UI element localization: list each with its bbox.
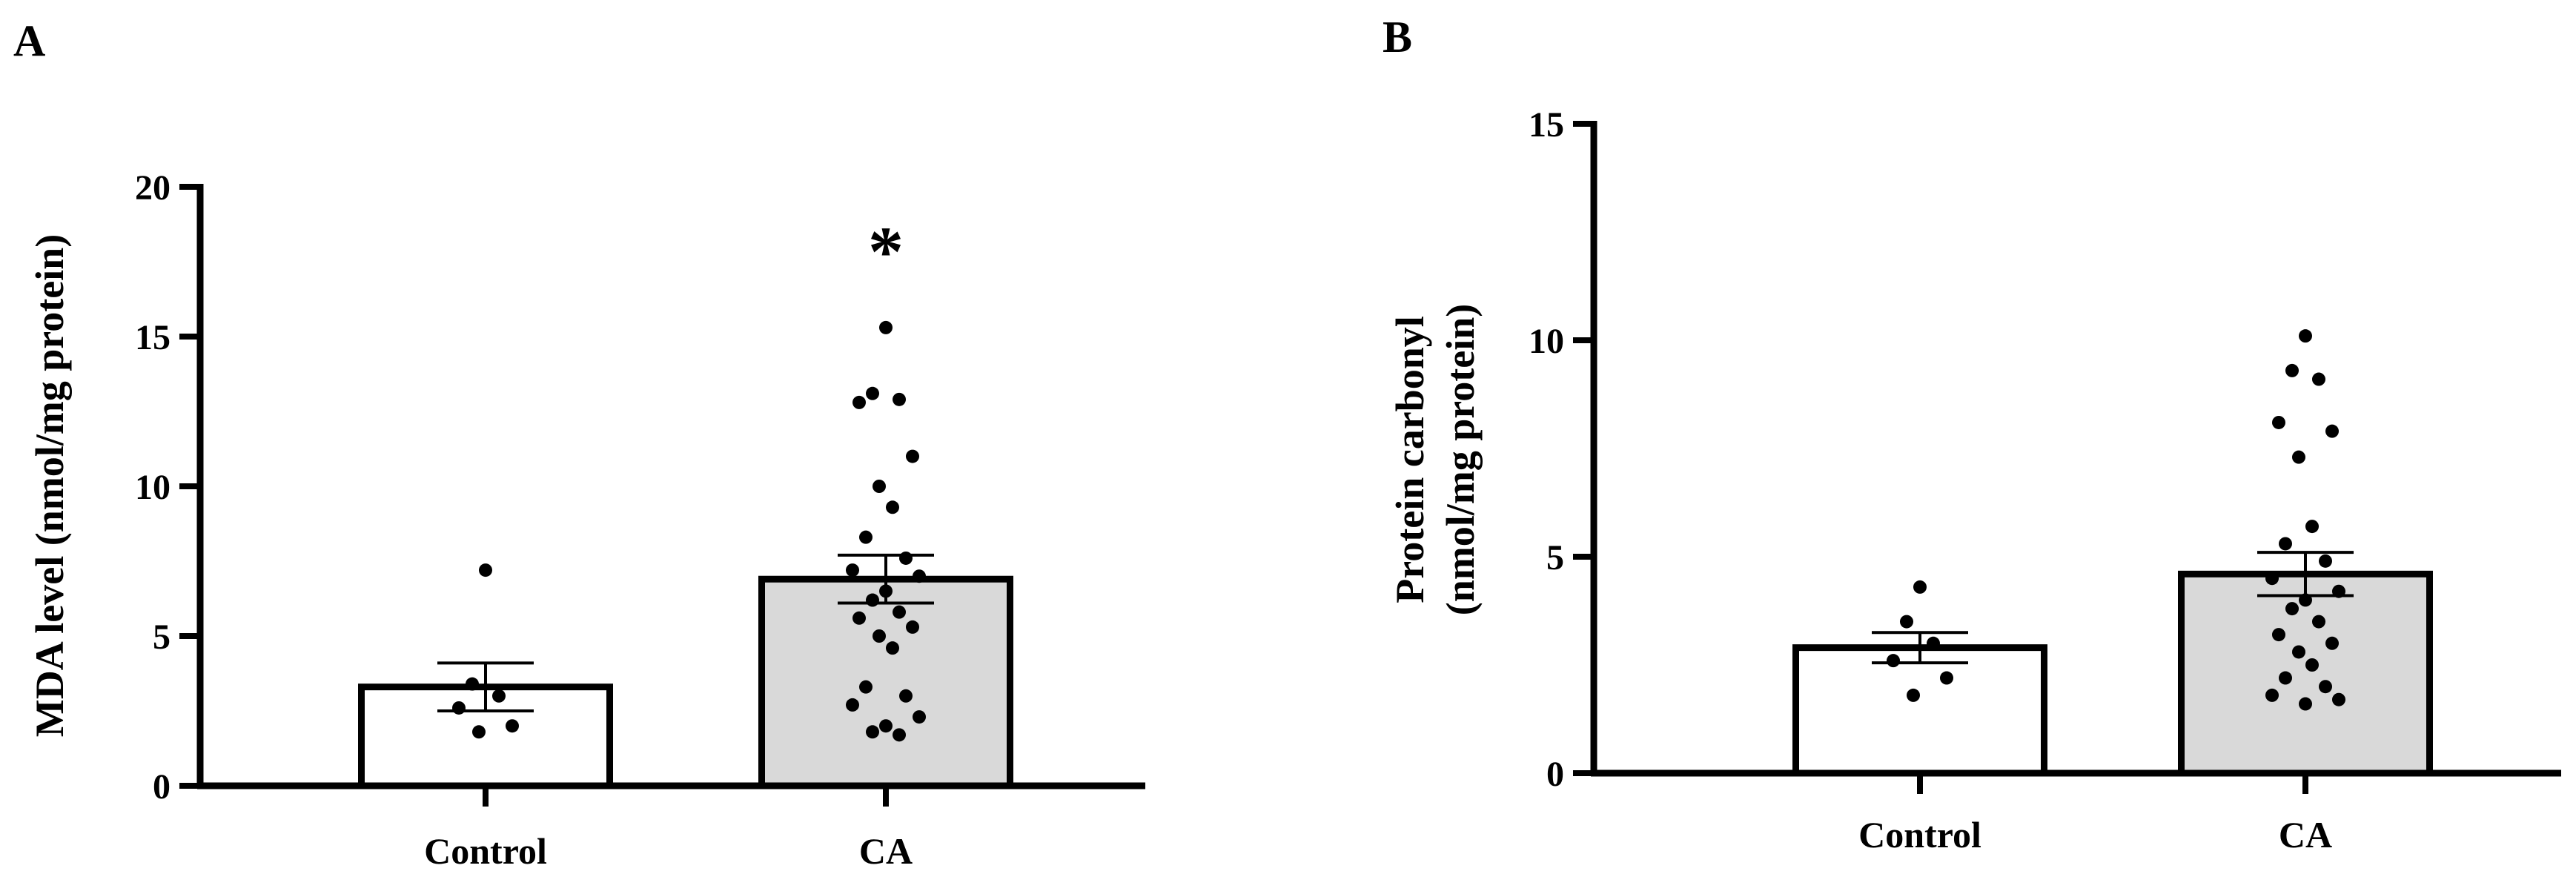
panel-a-point-ca: [879, 320, 893, 334]
panel-a-point-ca: [906, 620, 919, 634]
panel-b-point-ca: [2319, 680, 2332, 694]
panel-a-point-ca: [913, 569, 926, 583]
panel-a-x-tick-label-ca: CA: [859, 830, 913, 872]
panel-a-y-tick-label: 15: [135, 318, 170, 357]
panel-b-point-ca: [2292, 645, 2305, 659]
panel-a-point-ca: [913, 710, 926, 724]
panel-b-point-ca: [2325, 636, 2339, 650]
panel-b-point-ca: [2305, 520, 2319, 534]
panel-b-point-ca: [2312, 615, 2325, 629]
panel-b-point-ca: [2299, 329, 2312, 343]
panel-b-point-ca: [2299, 697, 2312, 711]
panel-b-point-ca: [2292, 450, 2305, 464]
panel-a-point-ca: [899, 689, 913, 703]
panel-b-point-ca: [2279, 671, 2292, 685]
panel-a-point-ca: [846, 563, 859, 577]
panel-b-point-ca: [2312, 372, 2325, 386]
panel-b-bar-control: [1792, 644, 2047, 777]
panel-b-point-ca: [2285, 602, 2299, 616]
panel-b-point-control: [1940, 671, 1953, 685]
panel-a-point-ca: [886, 641, 899, 655]
panel-b-point-control: [1887, 654, 1900, 668]
panel-a-point-ca: [852, 611, 866, 625]
panel-a-point-ca: [866, 386, 879, 400]
panel-a-y-axis-title: MDA level (nmol/mg protein): [27, 234, 72, 737]
panel-a-point-ca: [866, 725, 879, 739]
panel-a-y-tick-label: 0: [153, 767, 170, 807]
panel-a-letter: A: [13, 16, 45, 65]
panel-a-point-control: [479, 563, 492, 577]
panel-b-point-ca: [2279, 537, 2292, 551]
panel-a-point-ca: [873, 480, 886, 493]
panel-b-point-ca: [2265, 688, 2279, 702]
panel-b-point-ca: [2272, 415, 2285, 429]
panel-b-point-ca: [2265, 572, 2279, 586]
panel-a-point-ca: [879, 719, 893, 733]
panel-b-x-tick-label-control: Control: [1858, 814, 1981, 855]
panel-a-point-ca: [846, 698, 859, 712]
panel-a-point-control: [466, 677, 479, 691]
panel-b-y-axis-title-line-1: Protein carbonyl: [1388, 316, 1432, 603]
panel-a-point-control: [506, 719, 519, 733]
panel-b-point-control: [1907, 688, 1920, 702]
panel-a-y-tick-label: 5: [153, 618, 170, 657]
chart-panel-b: 0 5 10 15 Control CA Protein carbonyl (nmol/mg …: [1388, 105, 2561, 855]
panel-b-point-ca: [2319, 554, 2332, 568]
panel-b-point-control: [1927, 636, 1940, 650]
panel-b-y-tick-label: 15: [1529, 105, 1564, 145]
panel-b-point-control: [1900, 615, 1913, 629]
panel-a-point-ca: [873, 629, 886, 643]
panel-a-x-tick-label-control: Control: [424, 830, 547, 872]
panel-b-point-ca: [2332, 692, 2345, 706]
panel-a-point-control: [492, 689, 506, 703]
panel-b-point-ca: [2305, 658, 2319, 672]
panel-a-point-ca: [886, 500, 899, 514]
panel-a-point-ca: [906, 449, 919, 463]
panel-a-point-ca: [859, 530, 873, 544]
panel-b-y-tick-label: 5: [1546, 538, 1564, 577]
panel-a-y-tick-label: 10: [135, 468, 170, 507]
panel-a-point-ca: [899, 551, 913, 565]
chart-panel-a: * 0 5 10 15 20 Control CA MDA level (nmol/mg pro…: [27, 168, 1145, 872]
panel-b-y-tick-label: 0: [1546, 755, 1564, 794]
panel-a-point-ca: [866, 593, 879, 607]
panel-a-bar-ca: [758, 575, 1013, 789]
panel-b-point-control: [1913, 580, 1927, 594]
panel-b-point-ca: [2272, 628, 2285, 642]
panel-a-point-control: [452, 701, 466, 715]
panel-a-significance-marker: *: [868, 212, 904, 291]
panel-b-y-tick-label: 10: [1529, 322, 1564, 361]
panel-a-point-ca: [893, 728, 906, 742]
panel-a-point-ca: [859, 680, 873, 694]
panel-b-y-axis-title-line-2: (nmol/mg protein): [1438, 304, 1483, 615]
panel-a-y-tick-label: 20: [135, 168, 170, 208]
panel-a-point-control: [472, 725, 486, 739]
panel-b-letter: B: [1383, 13, 1412, 62]
panel-a-point-ca: [852, 395, 866, 409]
panel-b-point-ca: [2285, 363, 2299, 377]
panel-a-point-ca: [893, 392, 906, 406]
panel-b-point-ca: [2325, 424, 2339, 438]
panel-b-x-tick-label-ca: CA: [2279, 814, 2332, 855]
panel-a-point-ca: [893, 605, 906, 619]
